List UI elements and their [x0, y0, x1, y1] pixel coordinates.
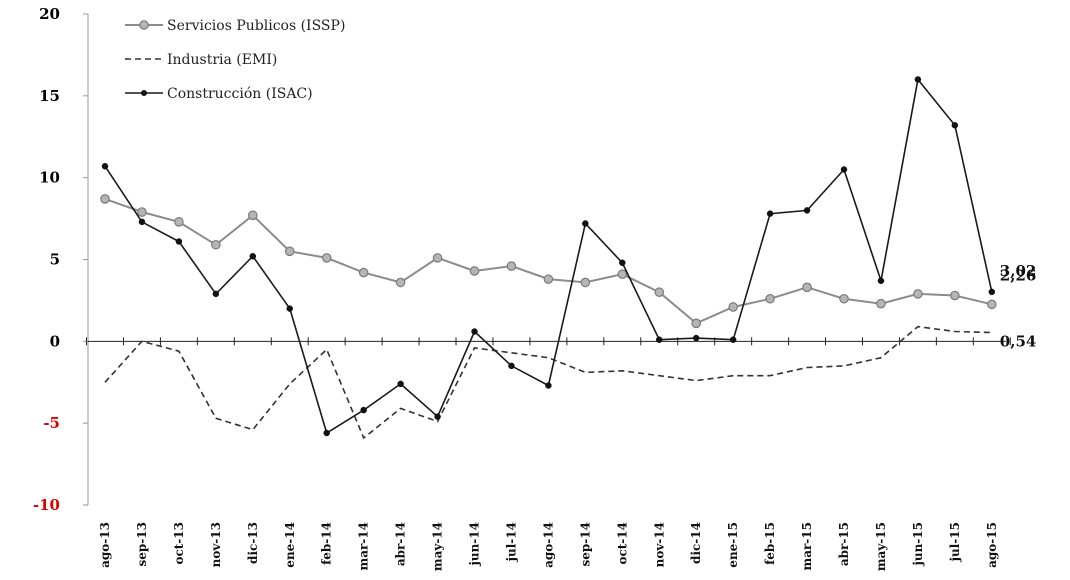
data-point-isac	[619, 259, 626, 267]
data-point-issp	[913, 289, 923, 299]
data-point-isac	[656, 336, 663, 343]
end-value-label: 3,02	[1000, 262, 1037, 280]
data-point-issp	[617, 269, 628, 280]
x-tick-label: dic-13	[246, 522, 260, 564]
x-tick-label: nov-14	[652, 522, 666, 567]
data-point-issp	[174, 217, 184, 227]
data-point-isac	[988, 288, 996, 296]
data-point-isac	[803, 207, 811, 214]
data-point-isac	[582, 220, 589, 227]
data-point-issp	[876, 298, 886, 309]
data-point-isac	[434, 413, 441, 420]
data-point-isac	[729, 336, 737, 343]
x-tick-label: jul-15	[948, 522, 962, 562]
x-tick-label: ago-13	[98, 522, 112, 568]
data-point-isac	[692, 334, 700, 342]
data-point-isac	[212, 290, 220, 298]
series-line-0	[104, 197, 993, 325]
data-point-isac	[471, 328, 478, 335]
legend-label: Servicios Publicos (ISSP)	[167, 18, 345, 34]
x-tick-label: sep-13	[135, 522, 149, 566]
x-tick-label: abr-14	[394, 522, 408, 566]
y-tick-label: 0	[50, 332, 60, 350]
data-point-isac	[323, 429, 330, 437]
data-point-issp	[986, 299, 997, 310]
y-tick-label: -5	[43, 414, 60, 432]
data-point-isac	[508, 362, 515, 370]
data-point-issp	[802, 282, 812, 293]
x-tick-label: ene-15	[726, 522, 740, 568]
legend-swatch-marker	[141, 90, 147, 96]
data-point-issp	[395, 277, 406, 288]
legend-label: Construcción (ISAC)	[167, 86, 313, 102]
x-tick-label: feb-14	[320, 522, 334, 565]
x-tick-label: jul-14	[504, 522, 518, 562]
data-point-issp	[100, 194, 110, 204]
x-tick-label: dic-14	[689, 522, 703, 564]
data-point-issp	[358, 267, 369, 278]
data-point-isac	[914, 76, 922, 83]
end-value-label: 2,26	[1000, 266, 1037, 284]
data-point-isac	[840, 166, 848, 173]
data-point-issp	[321, 253, 332, 263]
data-point-isac	[766, 210, 774, 217]
data-point-issp	[211, 239, 221, 250]
series-line-2	[104, 77, 993, 435]
x-tick-label: feb-15	[763, 522, 777, 565]
x-tick-label: oct-13	[172, 522, 186, 565]
end-value-label: 0,54	[1000, 332, 1037, 350]
data-point-isac	[951, 122, 959, 129]
data-point-issp	[691, 318, 701, 329]
x-tick-label: oct-14	[615, 522, 629, 565]
data-point-isac	[397, 380, 404, 388]
data-point-isac	[877, 277, 885, 285]
data-point-isac	[175, 238, 183, 245]
x-tick-label: mar-15	[800, 522, 814, 570]
data-point-issp	[137, 207, 147, 217]
x-tick-label: jun-14	[468, 522, 482, 566]
data-point-issp	[654, 287, 665, 298]
data-point-issp	[728, 302, 738, 312]
x-tick-label: jun-15	[911, 522, 925, 566]
data-point-isac	[286, 305, 293, 312]
x-tick-label: may-15	[874, 522, 888, 571]
data-point-issp	[432, 253, 443, 263]
labels-layer: 3,022,26 0,54	[1000, 262, 1037, 351]
data-point-issp	[765, 293, 775, 304]
y-tick-label: -10	[33, 496, 60, 514]
y-tick-label: 15	[39, 87, 60, 105]
x-tick-label: ago-14	[541, 522, 555, 568]
data-point-issp	[543, 274, 554, 284]
data-point-issp	[839, 293, 849, 304]
x-tick-label: sep-14	[578, 522, 592, 566]
y-tick-label: 10	[39, 169, 60, 187]
data-point-isac	[101, 162, 109, 170]
legend-swatch-marker	[139, 20, 149, 30]
x-tick-label: abr-15	[837, 522, 851, 566]
x-tick-label: may-14	[431, 522, 445, 571]
x-tick-label: mar-14	[357, 522, 371, 570]
data-point-issp	[950, 290, 960, 301]
data-point-issp	[248, 210, 258, 221]
y-tick-label: 20	[39, 5, 60, 23]
data-point-isac	[138, 218, 146, 226]
x-tick-label: nov-13	[209, 522, 223, 567]
data-point-issp	[506, 261, 517, 271]
legend-label: Industria (EMI)	[167, 52, 277, 68]
series-layer	[100, 76, 997, 440]
data-point-isac	[545, 382, 552, 389]
legend: Servicios Publicos (ISSP) Industria (EMI)…	[125, 18, 345, 102]
x-tick-label: ago-15	[985, 522, 999, 568]
data-point-issp	[284, 246, 295, 257]
x-tick-label: ene-14	[283, 522, 297, 568]
data-point-isac	[249, 252, 257, 260]
data-point-issp	[580, 277, 591, 288]
data-point-issp	[469, 266, 480, 276]
axes-layer: 20 15 10 5 0 -5 -10 ago-13 sep-13 oct-13 nov-13 dic…	[33, 5, 1011, 571]
y-tick-label: 5	[50, 251, 60, 269]
data-point-isac	[360, 406, 367, 414]
